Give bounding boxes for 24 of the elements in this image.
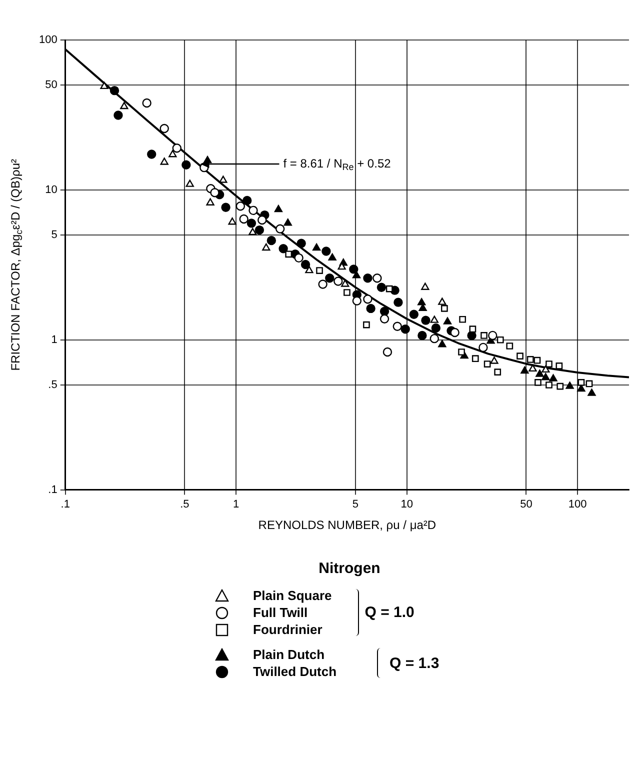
y-tick-label: .1 [48, 484, 58, 496]
y-tick-label: 50 [45, 79, 58, 92]
x-tick-label: 100 [568, 498, 587, 510]
legend-label: Twilled Dutch [253, 664, 337, 679]
y-tick-label: .5 [48, 379, 58, 392]
text: Q = 1.0 [364, 604, 414, 621]
y-tick-label: 1 [51, 334, 58, 346]
x-axis-title: REYNOLDS NUMBER, ρu / μa²D [258, 518, 436, 532]
y-axis-title: FRICTION FACTOR, Δpgcε²D / (QB)ρu² [8, 158, 24, 371]
y-tick-label: 100 [38, 34, 58, 46]
y-tick-label: 5 [51, 229, 58, 242]
x-tick-label: 10 [400, 498, 413, 510]
x-tick-label: 50 [520, 498, 532, 510]
y-tick-label: 10 [45, 184, 58, 196]
x-tick-label: 1 [233, 498, 240, 510]
x-tick-label: .1 [60, 498, 70, 510]
x-tick-label: .5 [180, 498, 190, 510]
text: Nitrogen [318, 560, 382, 577]
text: Q = 1.3 [390, 654, 440, 672]
legend-label: Plain Dutch [253, 647, 325, 662]
legend-label: Full Twill [253, 605, 308, 620]
legend-label: Fourdrinier [253, 622, 322, 637]
x-tick-label: 5 [352, 498, 359, 510]
legend-label: Plain Square [253, 588, 332, 603]
